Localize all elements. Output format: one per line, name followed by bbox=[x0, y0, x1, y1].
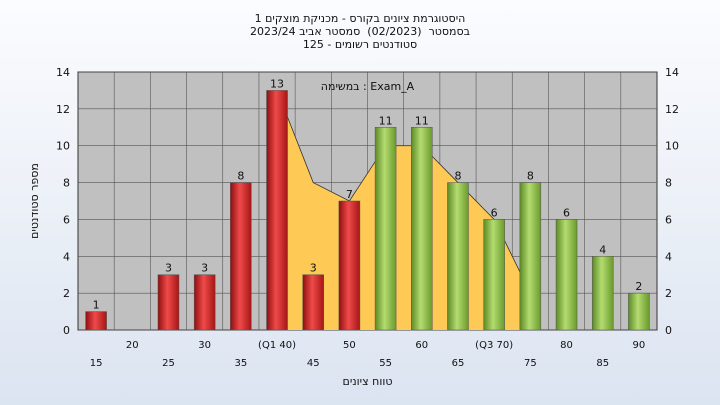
y-tick-label-left: 6 bbox=[63, 213, 70, 226]
bar-value-label: 6 bbox=[491, 206, 498, 219]
bar bbox=[230, 182, 252, 331]
bar bbox=[374, 127, 397, 331]
y-tick-label-left: 8 bbox=[63, 177, 70, 190]
x-tick-label: 85 bbox=[596, 358, 609, 369]
x-tick-label: 65 bbox=[452, 358, 465, 369]
x-tick-label: 30 bbox=[198, 340, 211, 351]
x-tick-label: 80 bbox=[560, 340, 573, 351]
x-tick-label: 50 bbox=[343, 340, 356, 351]
chart-subtitle-enrollment: סטודנטים רשומים - 125 bbox=[302, 38, 418, 51]
chart-title: היסטוגרמת ציונים בקורס - מכניקת מוצקים 1 bbox=[254, 12, 466, 25]
bar bbox=[447, 182, 469, 331]
bar-value-label: 3 bbox=[201, 262, 208, 275]
x-axis-label: טווח ציונים bbox=[343, 375, 393, 388]
y-tick-label-left: 10 bbox=[56, 140, 70, 153]
y-tick-label-right: 0 bbox=[665, 324, 672, 337]
x-tick-label: 45 bbox=[307, 358, 320, 369]
bar bbox=[302, 274, 324, 331]
x-tick-label: 75 bbox=[524, 358, 537, 369]
x-tick-label: 15 bbox=[90, 358, 103, 369]
y-tick-label-right: 2 bbox=[665, 287, 672, 300]
bar bbox=[555, 219, 578, 331]
bar bbox=[411, 127, 433, 331]
bar-value-label: 2 bbox=[635, 280, 642, 293]
y-tick-label-right: 4 bbox=[665, 250, 672, 263]
chart-title-block: היסטוגרמת ציונים בקורס - מכניקת מוצקים 1… bbox=[0, 12, 720, 51]
bar-value-label: 8 bbox=[454, 170, 461, 183]
y-tick-label-left: 14 bbox=[56, 66, 70, 79]
y-tick-label-left: 4 bbox=[63, 250, 70, 263]
y-tick-label-left: 12 bbox=[56, 103, 70, 116]
x-tick-label: 35 bbox=[234, 358, 247, 369]
y-axis-label: מספר סטודנטים bbox=[28, 163, 41, 239]
bar-value-label: 4 bbox=[599, 243, 606, 256]
y-axis-left: 0 2 4 6 8 10 12 14 bbox=[56, 66, 70, 337]
y-axis-right: 0 2 4 6 8 10 12 14 bbox=[665, 66, 679, 337]
x-tick-label: 55 bbox=[379, 358, 392, 369]
x-tick-label: 20 bbox=[126, 340, 139, 351]
bar bbox=[85, 311, 107, 331]
bar-value-label: 13 bbox=[270, 77, 284, 90]
y-tick-label-right: 8 bbox=[665, 177, 672, 190]
bar bbox=[338, 200, 361, 331]
chart-annotation: במשימה : Exam_A bbox=[321, 80, 415, 93]
bar bbox=[483, 219, 505, 331]
bar-value-label: 11 bbox=[379, 114, 393, 127]
y-tick-label-left: 2 bbox=[63, 287, 70, 300]
x-tick-label: (Q1 40) bbox=[258, 340, 296, 351]
x-tick-label: (Q3 70) bbox=[475, 340, 513, 351]
bar-value-label: 3 bbox=[310, 262, 317, 275]
bar-value-label: 8 bbox=[237, 170, 244, 183]
bars bbox=[85, 90, 650, 331]
bar bbox=[591, 256, 614, 331]
bar-value-label: 8 bbox=[527, 170, 534, 183]
bar-value-label: 1 bbox=[93, 299, 100, 312]
y-tick-label-right: 6 bbox=[665, 213, 672, 226]
bar bbox=[519, 182, 542, 331]
bar bbox=[628, 292, 650, 331]
y-tick-label-right: 14 bbox=[665, 66, 679, 79]
y-tick-label-right: 10 bbox=[665, 140, 679, 153]
bar bbox=[266, 90, 288, 331]
x-tick-label: 25 bbox=[162, 358, 175, 369]
y-tick-label-left: 0 bbox=[63, 324, 70, 337]
bar-value-label: 7 bbox=[346, 188, 353, 201]
bar bbox=[193, 274, 216, 331]
bar bbox=[157, 274, 180, 331]
y-tick-label-right: 12 bbox=[665, 103, 679, 116]
distribution-curve-line bbox=[276, 90, 531, 294]
bar-value-label: 3 bbox=[165, 262, 172, 275]
x-tick-label: 60 bbox=[415, 340, 428, 351]
bar-value-label: 6 bbox=[563, 206, 570, 219]
bar-value-label: 11 bbox=[415, 114, 429, 127]
x-axis: 15 20 25 30 35 (Q1 40) 45 50 55 60 65 (Q3 70) 75 80 85… bbox=[90, 340, 646, 369]
x-tick-label: 90 bbox=[633, 340, 646, 351]
chart-subtitle-semester: בסמסטר (02/2023) סמסטר אביב 2023/24 bbox=[249, 25, 471, 38]
